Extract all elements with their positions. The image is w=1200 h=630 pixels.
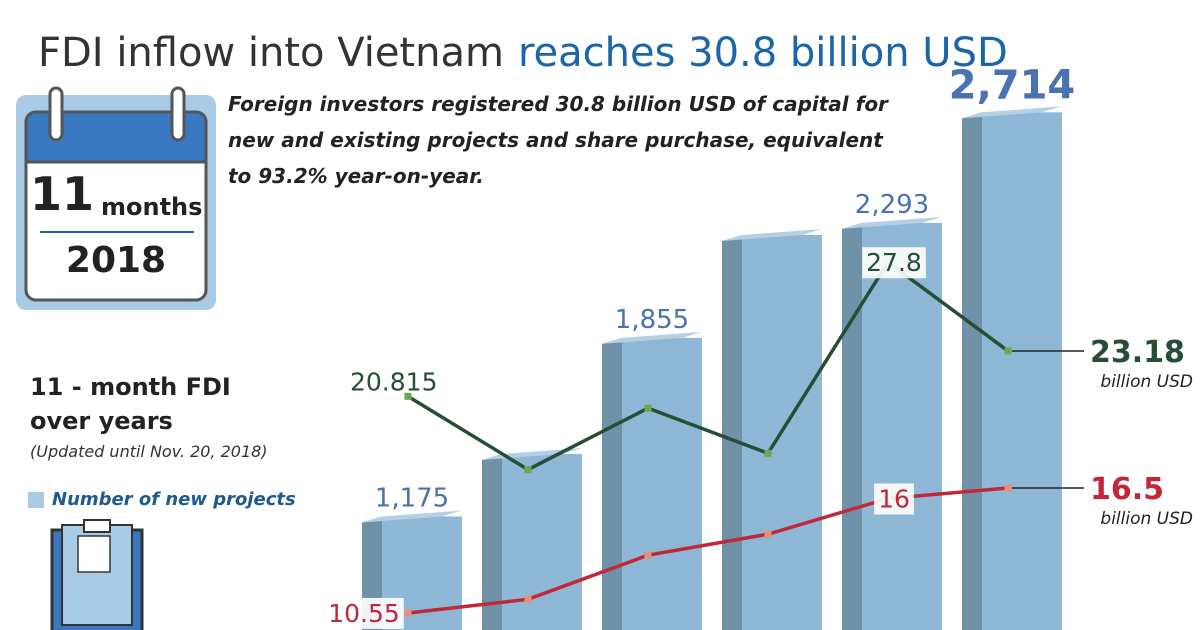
bar-top	[722, 228, 822, 241]
line-point	[404, 392, 412, 400]
bar-value-label: 1,175	[375, 483, 449, 513]
bar-side	[602, 337, 622, 630]
label-box	[874, 483, 914, 515]
legend-swatch	[28, 492, 44, 508]
calendar-icon	[16, 86, 216, 310]
line-value-label: 27.8	[866, 248, 922, 277]
bar-top	[362, 510, 462, 523]
bar-top	[842, 216, 942, 229]
bar-top	[962, 106, 1062, 119]
bar-side	[482, 453, 502, 630]
bar	[502, 453, 582, 630]
side-note: (Updated until Nov. 20, 2018)	[30, 442, 268, 461]
line-point	[764, 530, 772, 538]
title-main: FDI inflow into Vietnam	[38, 30, 504, 76]
bar-side	[722, 234, 742, 630]
line-point	[644, 551, 652, 559]
bar	[982, 112, 1062, 630]
bar-side	[842, 222, 862, 630]
line-value-label: 20.815	[350, 367, 437, 396]
side-title: 11 - month FDI over years	[30, 373, 231, 435]
bar-value-label: 2,714	[949, 62, 1076, 108]
unit-label: billion USD	[1100, 509, 1193, 529]
legend-label: Number of new projects	[52, 489, 296, 510]
line-point	[1004, 484, 1012, 492]
label-box	[324, 597, 404, 629]
bar-value-label: 2,293	[855, 190, 929, 220]
line-value-label: 16	[878, 485, 910, 514]
unit-label: billion USD	[1100, 372, 1193, 392]
line-point	[404, 609, 412, 617]
bar	[622, 337, 702, 630]
line-point	[1004, 347, 1012, 355]
line-point	[644, 404, 652, 412]
end-value-label: 16.5	[1090, 472, 1164, 507]
clipboard-icon	[50, 519, 144, 630]
title-highlight: reaches 30.8 billion USD	[518, 30, 1008, 76]
subtitle: Foreign investors registered 30.8 billio…	[228, 92, 888, 188]
calendar-unit: months	[101, 193, 202, 221]
label-box	[862, 247, 926, 279]
bar-value-label: 1,855	[615, 305, 689, 335]
chart-title: FDI inflow into Vietnam reaches 30.8 bill…	[38, 30, 1008, 76]
line-point	[524, 595, 532, 603]
line-point	[524, 466, 532, 474]
calendar-number: 11	[30, 167, 94, 221]
bar-side	[962, 112, 982, 630]
end-value-label: 23.18	[1090, 335, 1185, 370]
line-point	[764, 449, 772, 457]
line-value-label: 10.55	[328, 599, 400, 628]
bar-top	[602, 331, 702, 344]
calendar-year: 2018	[66, 240, 166, 281]
